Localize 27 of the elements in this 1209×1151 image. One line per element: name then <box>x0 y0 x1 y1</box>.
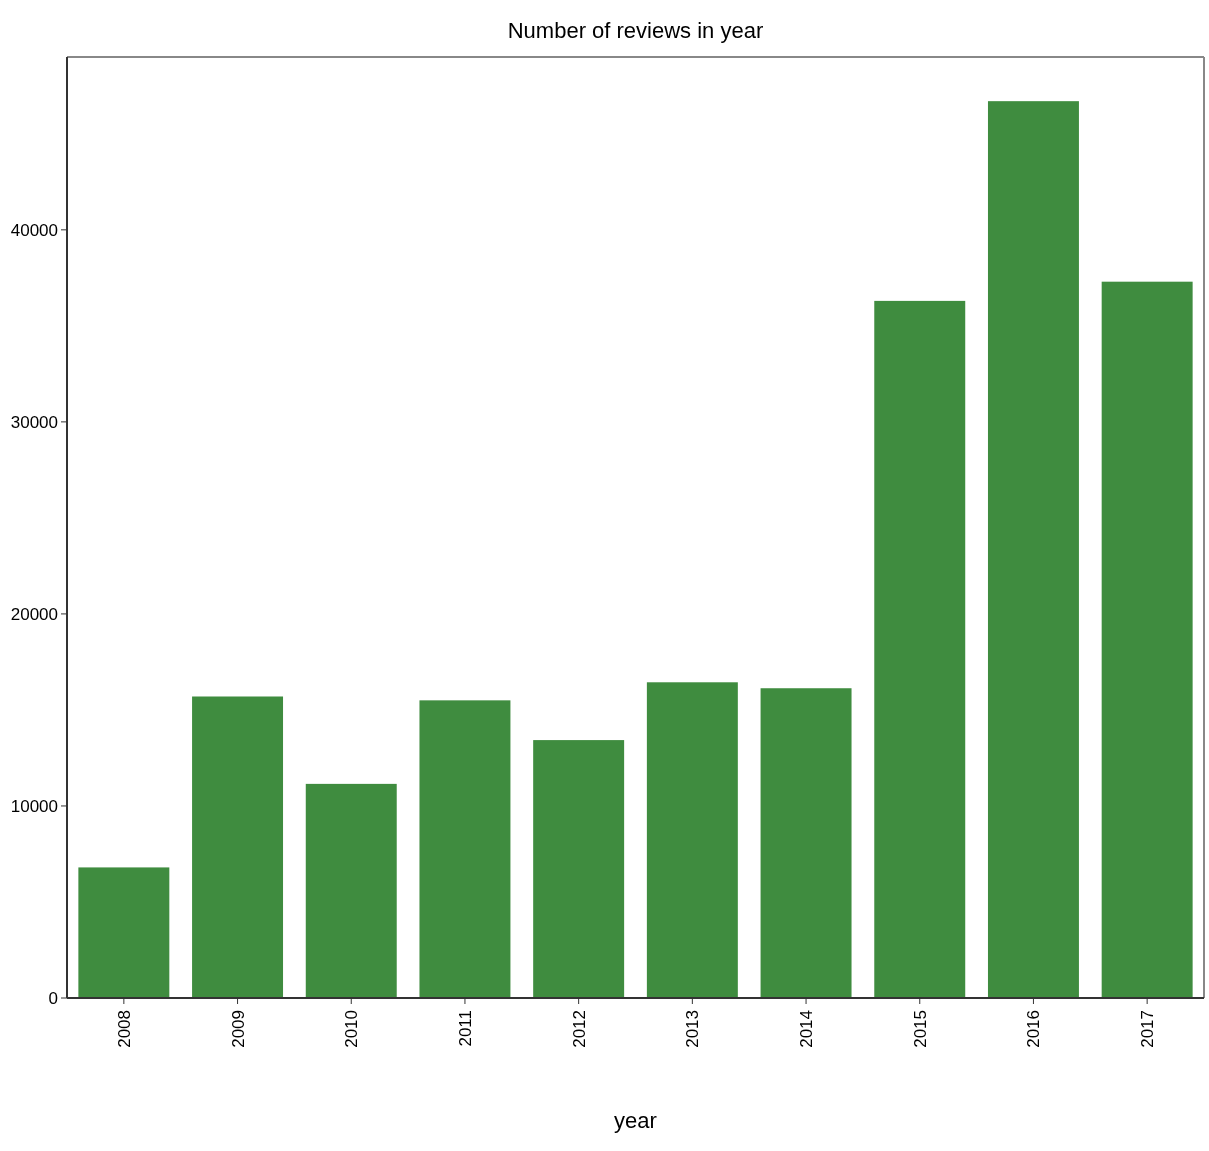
x-tick-label: 2015 <box>910 1010 930 1048</box>
bar <box>874 300 966 998</box>
x-tick-label: 2017 <box>1138 1010 1158 1048</box>
bar <box>1101 281 1193 998</box>
y-tick-label: 10000 <box>10 796 58 816</box>
y-tick-label: 40000 <box>10 220 58 240</box>
x-tick-label: 2012 <box>569 1010 589 1048</box>
y-tick-label: 30000 <box>10 412 58 432</box>
x-tick-label: 2010 <box>342 1010 362 1048</box>
bar <box>533 740 625 998</box>
bar <box>305 783 397 998</box>
chart-title: Number of reviews in year <box>507 18 764 43</box>
x-tick-label: 2016 <box>1024 1010 1044 1048</box>
bar <box>419 700 511 998</box>
y-tick-label: 0 <box>48 988 58 1008</box>
bar <box>987 101 1079 998</box>
x-tick-label: 2014 <box>797 1010 816 1048</box>
bar <box>192 696 284 998</box>
x-axis-title: year <box>614 1108 657 1133</box>
x-tick-label: 2011 <box>455 1010 475 1047</box>
y-tick-label: 20000 <box>10 604 58 624</box>
x-tick-label: 2009 <box>228 1010 248 1048</box>
bar <box>78 867 170 998</box>
x-tick-label: 2008 <box>114 1010 134 1048</box>
bar <box>646 682 738 998</box>
bar <box>760 688 852 998</box>
x-tick-label: 2013 <box>683 1010 703 1048</box>
